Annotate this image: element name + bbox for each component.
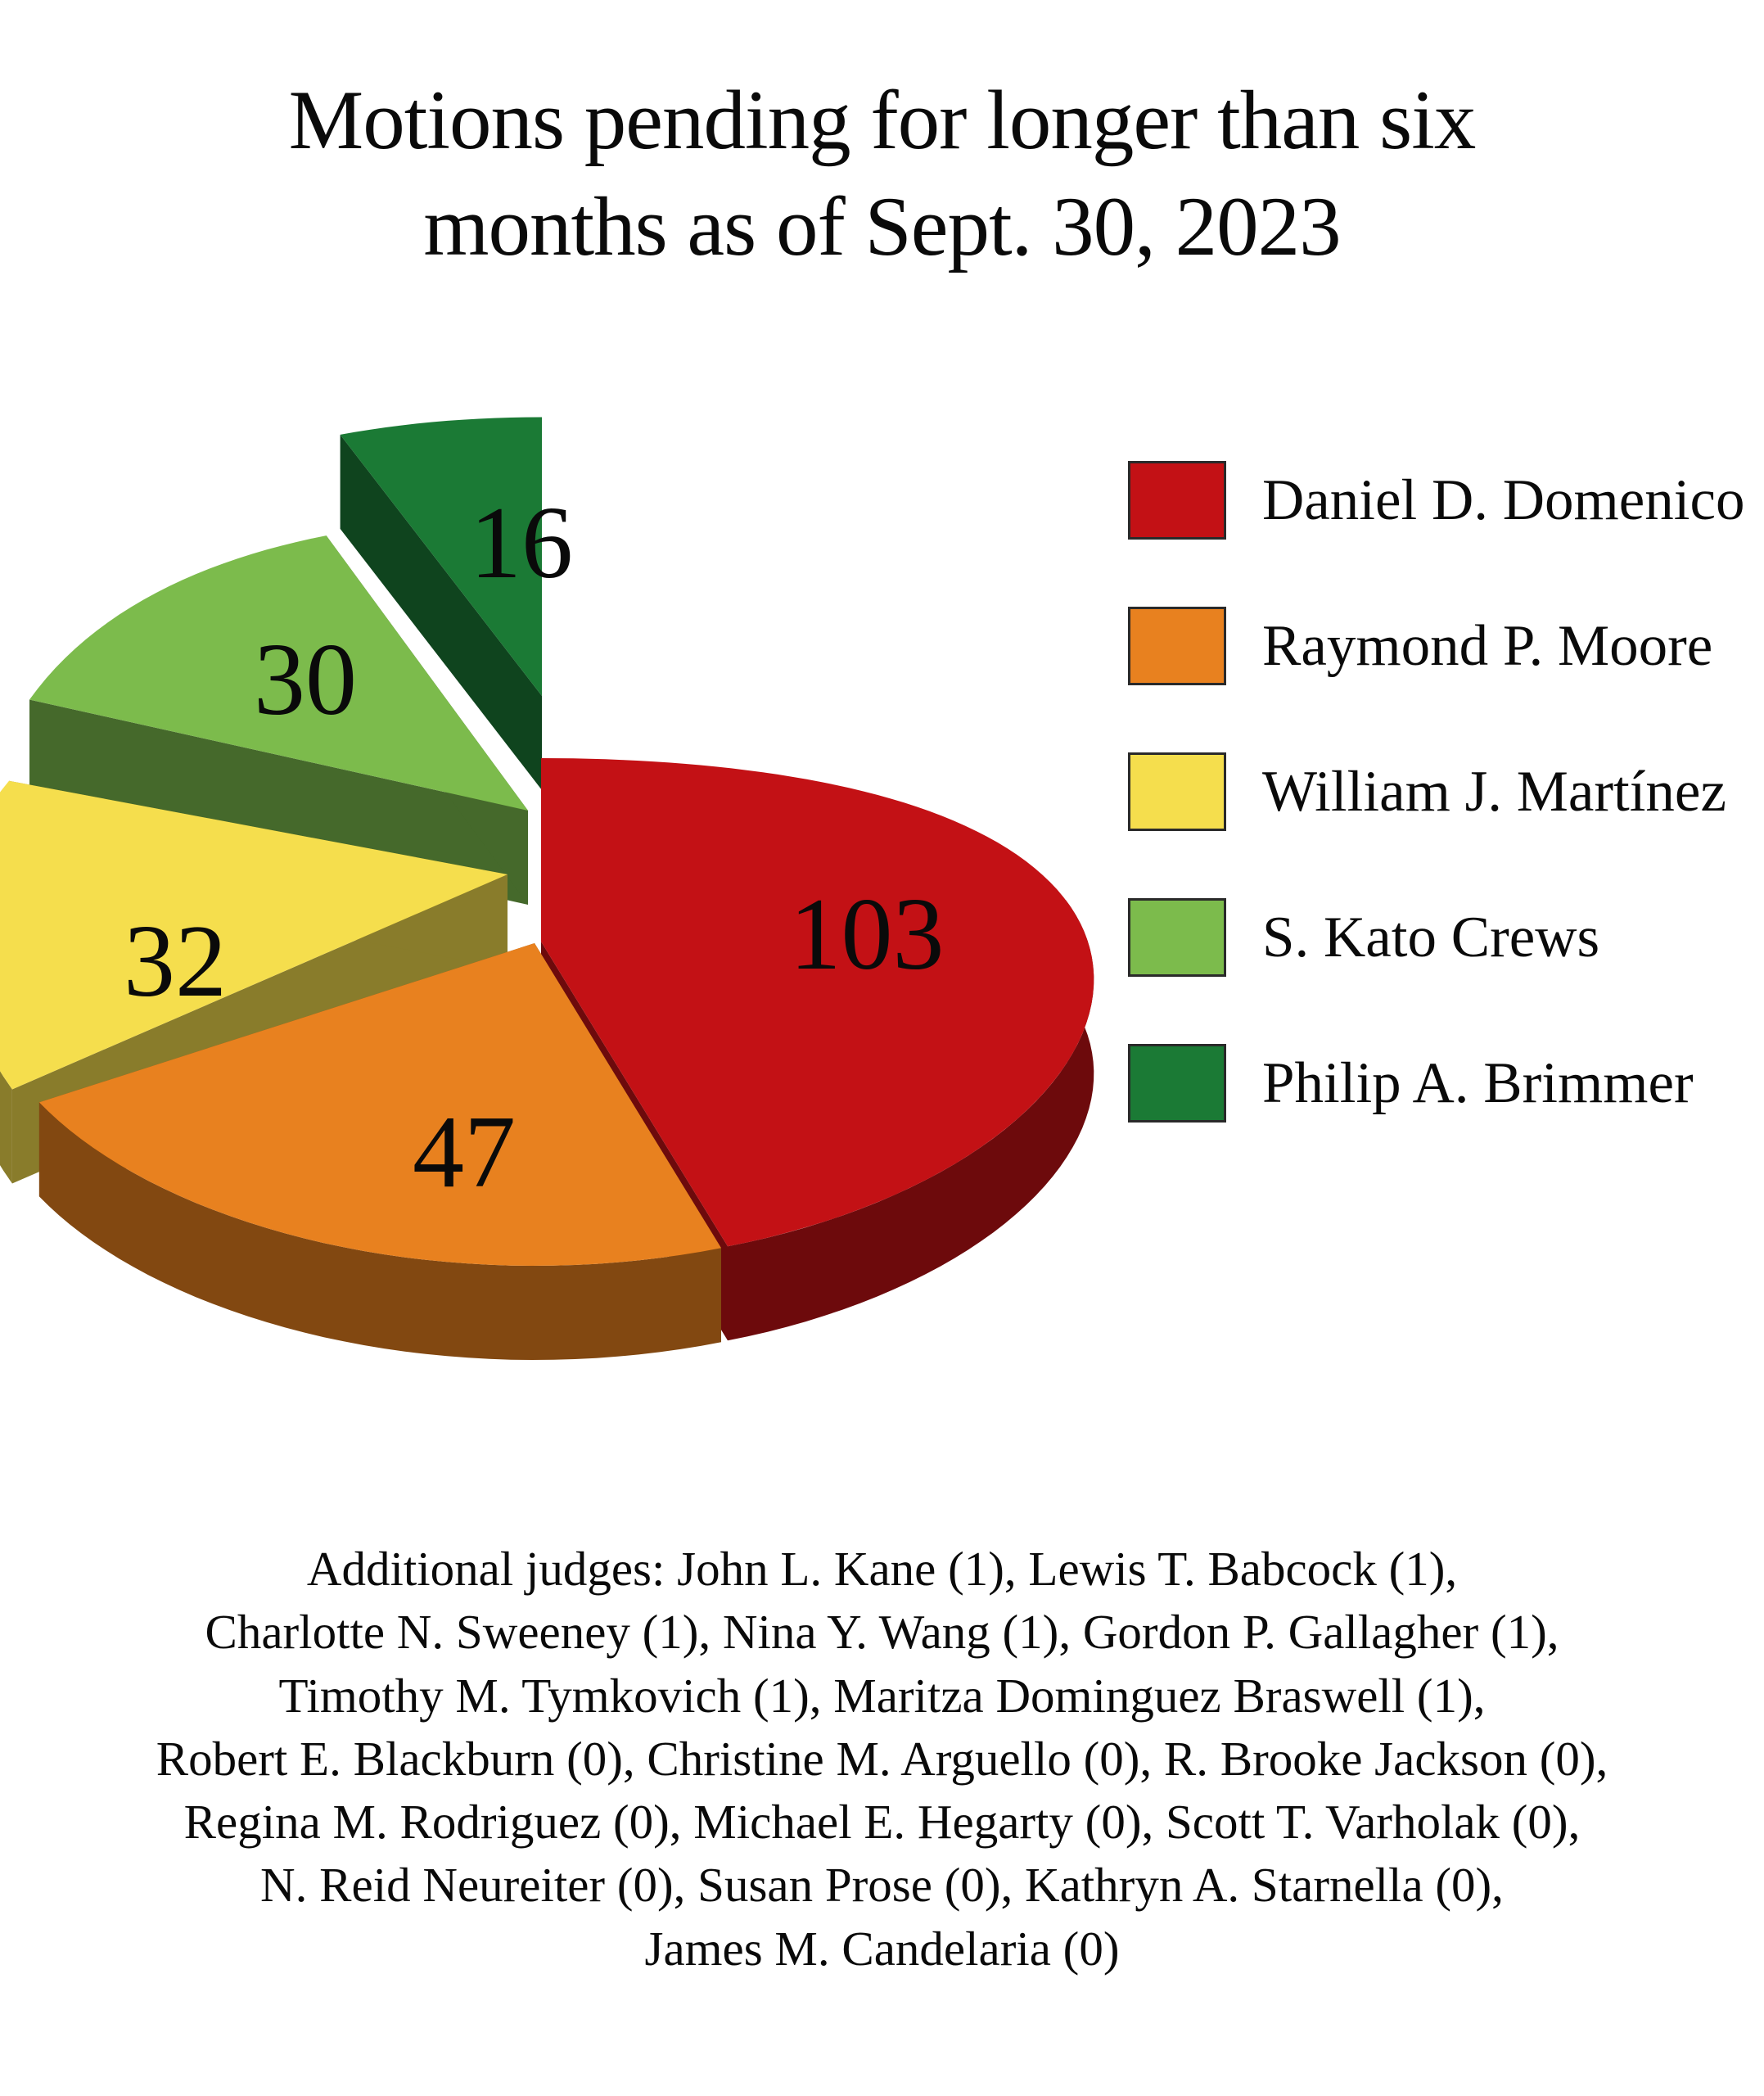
- legend-item-s-kato-crews: S. Kato Crews: [1128, 898, 1745, 977]
- legend-swatch-s-kato-crews: [1128, 898, 1226, 977]
- legend-item-william-j-martinez: William J. Martínez: [1128, 752, 1745, 831]
- pie-slice-arc-wall-william-j-martinez: [0, 1071, 12, 1184]
- legend-label-william-j-martinez: William J. Martínez: [1262, 759, 1726, 824]
- pie-slice-arc-wall-raymond-p-moore: [38, 1102, 721, 1360]
- legend-swatch-william-j-martinez: [1128, 752, 1226, 831]
- footer-note: Additional judges: John L. Kane (1), Lew…: [156, 1542, 1608, 1976]
- legend-swatch-raymond-p-moore: [1128, 607, 1226, 685]
- legend-item-raymond-p-moore: Raymond P. Moore: [1128, 607, 1745, 685]
- pie-slice-edge-wall-0-s-kato-crews: [29, 699, 528, 905]
- pie-slice-raymond-p-moore: [38, 943, 721, 1266]
- legend-item-daniel-d-domenico: Daniel D. Domenico: [1128, 461, 1745, 540]
- pie-chart: 103 47 32 30 16: [0, 417, 1094, 1360]
- legend-label-philip-a-brimmer: Philip A. Brimmer: [1262, 1050, 1694, 1115]
- legend-label-daniel-d-domenico: Daniel D. Domenico: [1262, 468, 1745, 532]
- pie-slice-arc-wall-daniel-d-domenico: [728, 899, 1094, 1341]
- slice-value-label-william-j-martinez: 32: [124, 905, 227, 1019]
- slice-value-label-raymond-p-moore: 47: [413, 1095, 516, 1209]
- legend-swatch-philip-a-brimmer: [1128, 1044, 1226, 1123]
- pie-slice-william-j-martinez: [0, 780, 508, 1090]
- pie-slice-s-kato-crews: [29, 535, 528, 811]
- legend-label-s-kato-crews: S. Kato Crews: [1262, 905, 1600, 969]
- slice-value-label-s-kato-crews: 30: [254, 623, 357, 737]
- legend: Daniel D. Domenico Raymond P. Moore Willia…: [1128, 461, 1745, 1191]
- slice-value-label-philip-a-brimmer: 16: [470, 486, 573, 600]
- legend-label-raymond-p-moore: Raymond P. Moore: [1262, 613, 1713, 678]
- pie-slice-edge-wall-0-philip-a-brimmer: [340, 434, 542, 790]
- legend-item-philip-a-brimmer: Philip A. Brimmer: [1128, 1044, 1745, 1123]
- slice-value-label-daniel-d-domenico: 103: [790, 878, 945, 992]
- pie-slice-philip-a-brimmer: [340, 417, 542, 696]
- chart-title: Motions pending for longer than six mont…: [288, 74, 1477, 273]
- pie-slice-daniel-d-domenico: [541, 758, 1094, 1247]
- legend-swatch-daniel-d-domenico: [1128, 461, 1226, 540]
